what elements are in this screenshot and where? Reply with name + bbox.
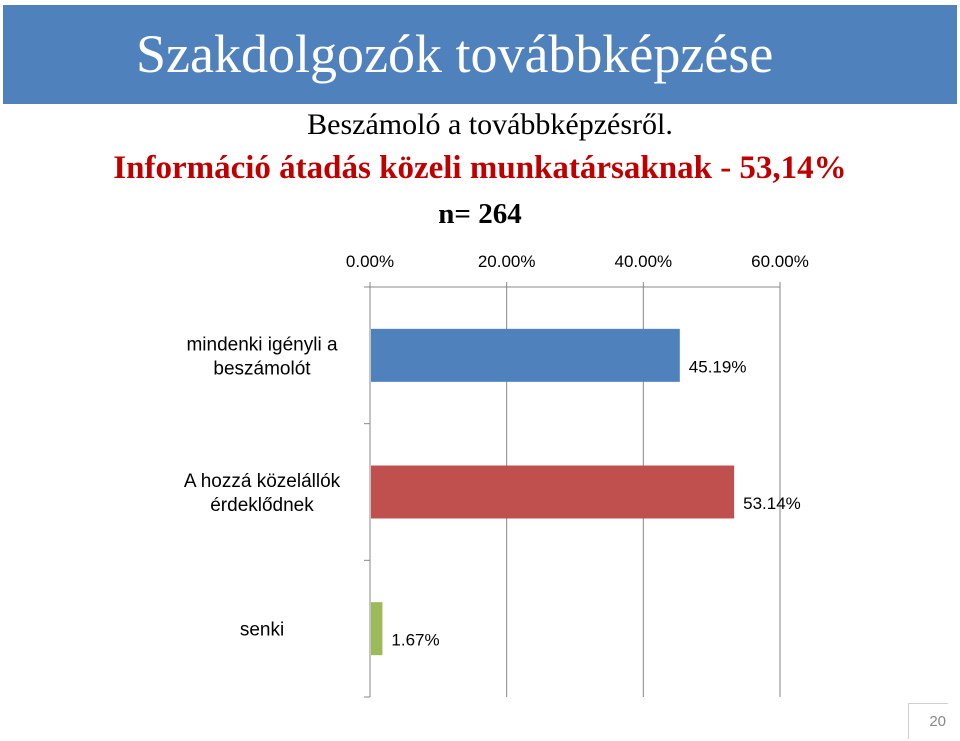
x-tick-label: 60.00% (751, 252, 809, 271)
page-number: 20 (908, 703, 948, 739)
title-bar: Szakdolgozók továbbképzése (3, 5, 957, 104)
bar (371, 328, 680, 382)
category-label: A hozzá közelállók érdeklődnek (184, 471, 341, 516)
category-label: mindenki igényli a beszámolót (186, 334, 337, 379)
subtitle-line-2: Információ átadás közeli munkatársaknak … (113, 150, 847, 186)
data-label: 45.19% (689, 357, 747, 376)
x-tick-label: 20.00% (478, 252, 536, 271)
data-label: 1.67% (391, 631, 439, 650)
bar (371, 465, 735, 519)
x-tick-label: 40.00% (614, 252, 672, 271)
sample-size: n= 264 (438, 198, 522, 230)
data-label: 53.14% (743, 494, 801, 513)
subtitle-line-1: Beszámoló a továbbképzésről. (307, 108, 673, 141)
slide-title: Szakdolgozók továbbképzése (136, 24, 774, 84)
category-label: senki (240, 620, 284, 641)
bar (371, 602, 383, 656)
x-tick-label: 0.00% (346, 252, 394, 271)
